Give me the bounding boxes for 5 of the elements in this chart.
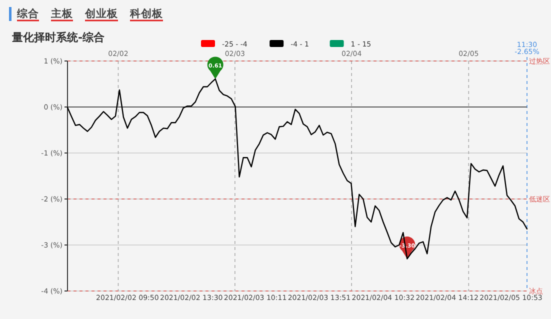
text: 创业板 — [84, 7, 119, 20]
chart-title: 量化择时系统-综合 — [11, 31, 106, 44]
text: 科创板 — [129, 7, 164, 20]
text: 主板 — [50, 7, 74, 20]
text: 综合 — [16, 7, 39, 20]
